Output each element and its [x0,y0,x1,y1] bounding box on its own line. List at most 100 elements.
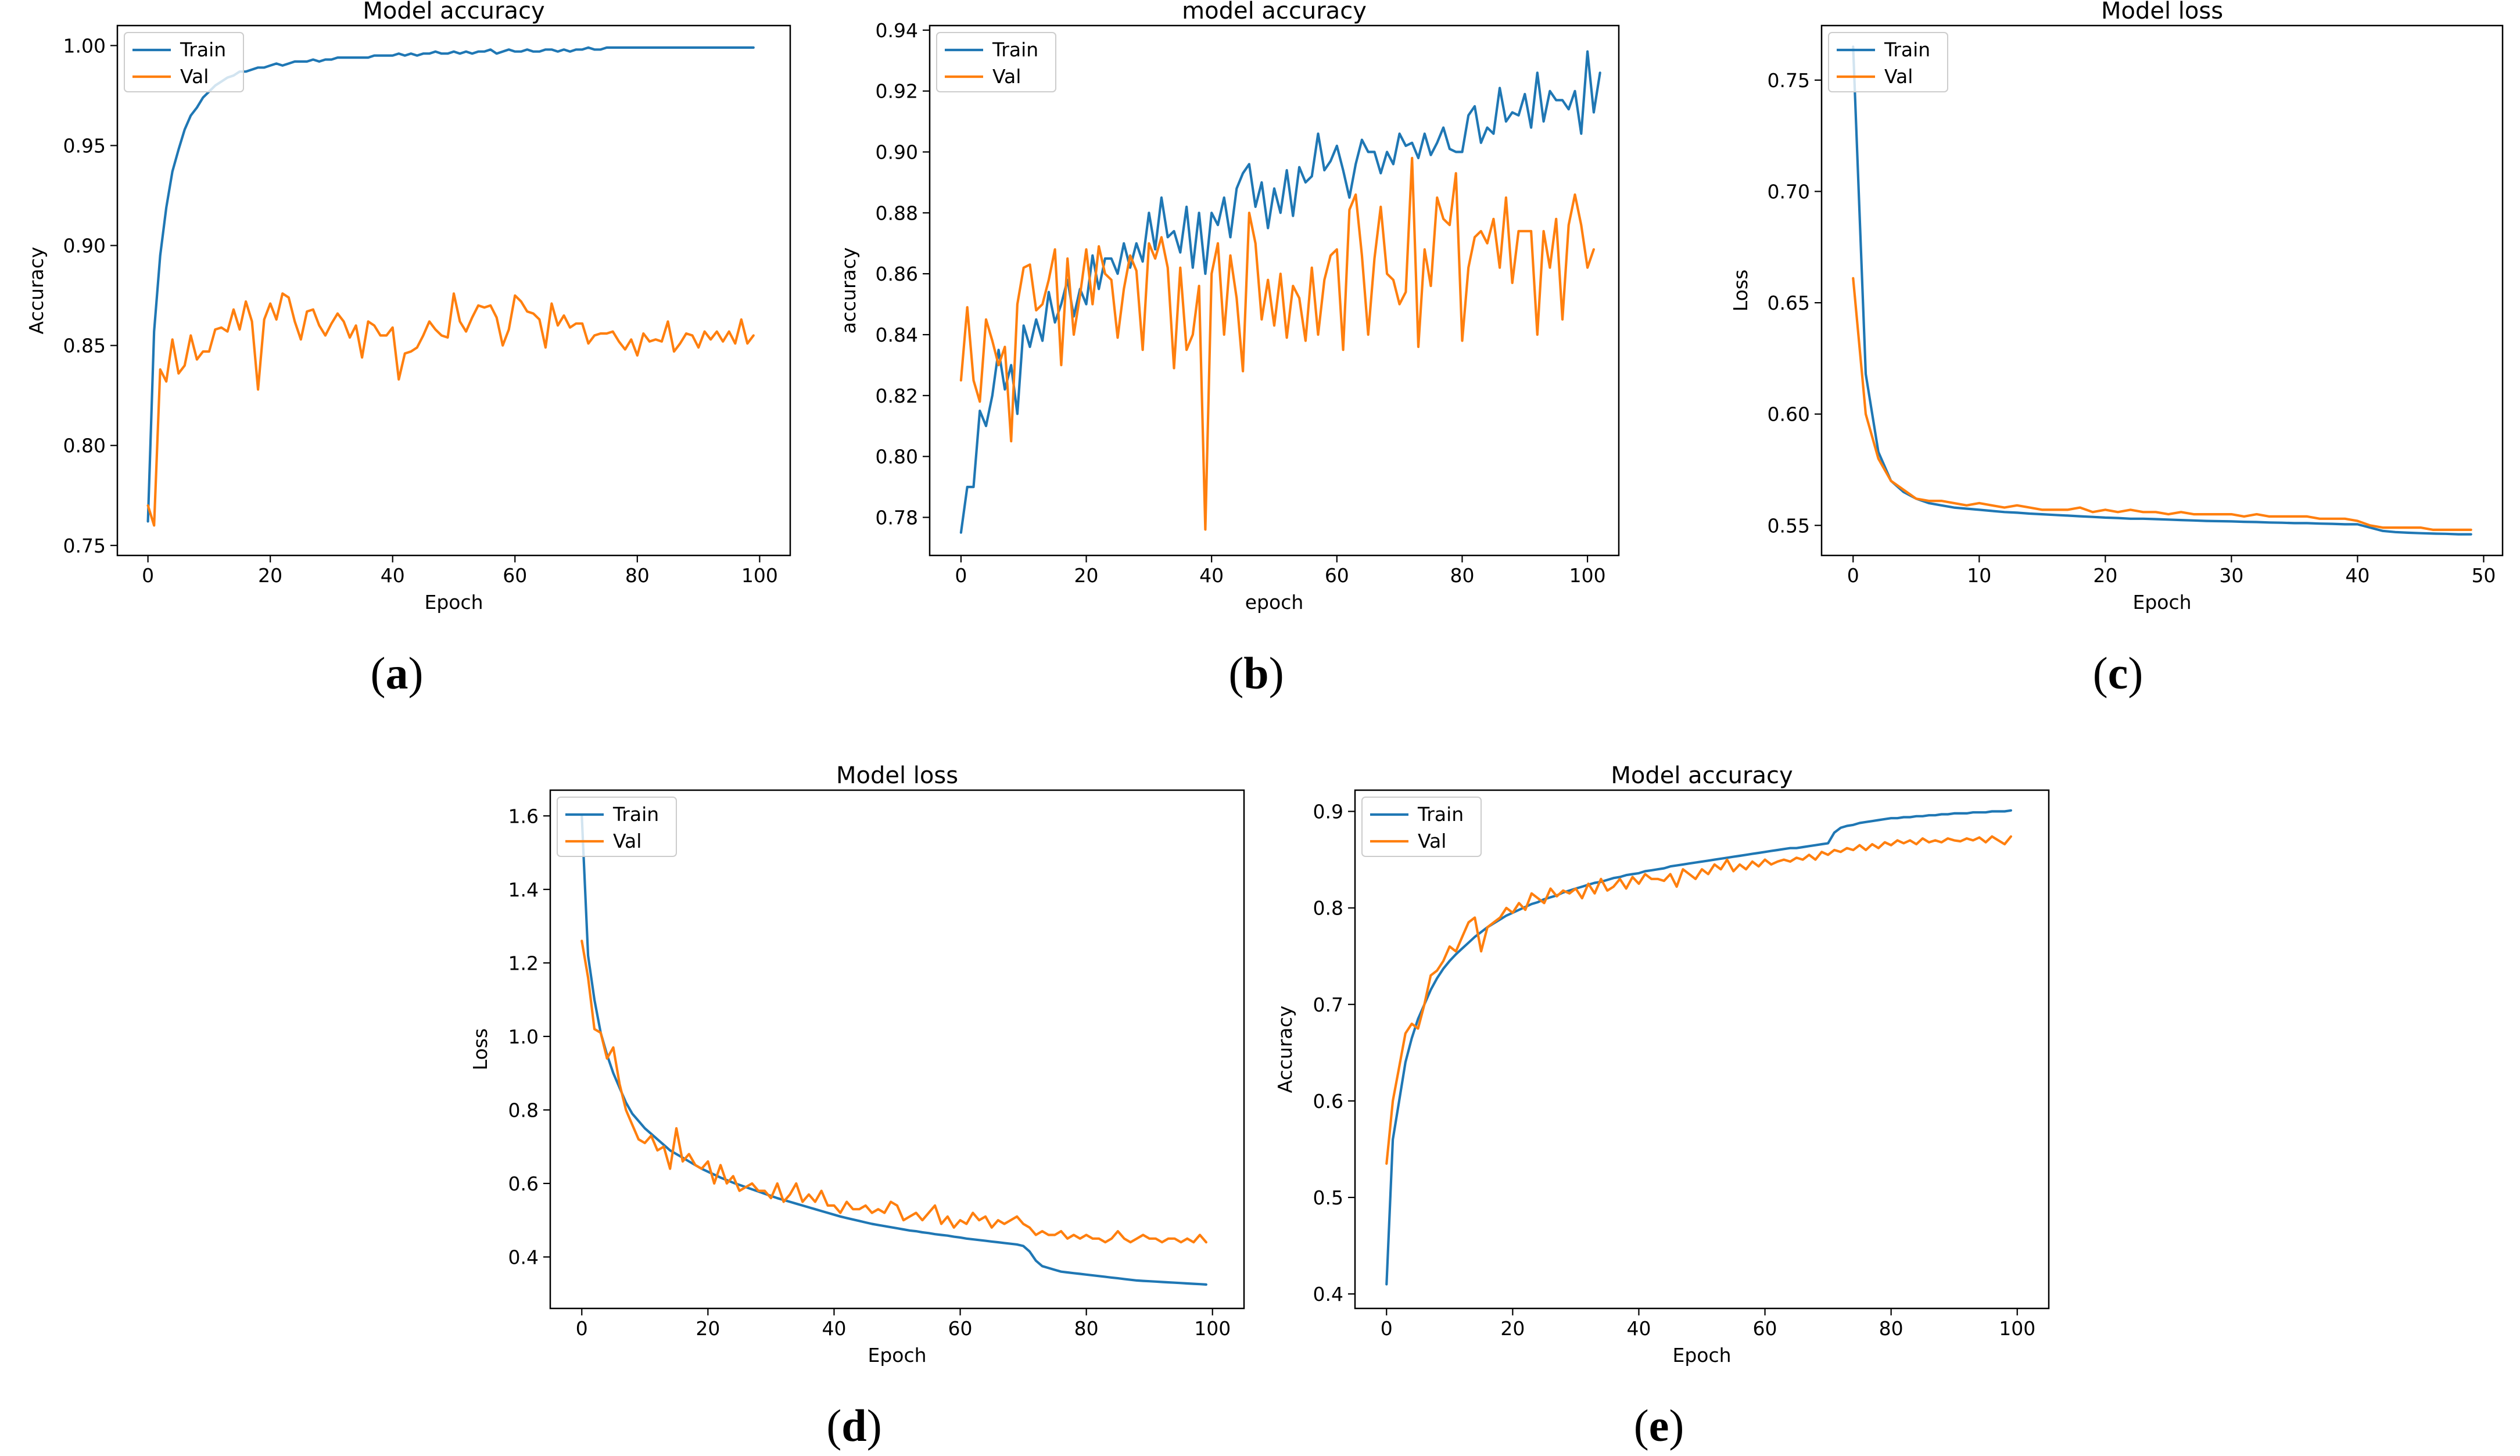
panel-label-e: (e) [1634,1400,1684,1451]
y-tick-label: 0.84 [876,324,918,346]
panel-label-letter: b [1243,648,1268,698]
legend: Train Val [1361,797,1482,857]
y-tick-label: 0.9 [1313,801,1343,823]
y-tick-label: 1.4 [508,878,539,901]
x-tick-label: 0 [576,1317,588,1340]
x-tick-label: 40 [1626,1317,1651,1340]
x-tick-label: 40 [1199,564,1224,587]
legend-label-val: Val [613,830,641,852]
y-tick-label: 0.86 [876,263,918,285]
x-tick-label: 80 [1450,564,1474,587]
y-tick-label: 1.00 [63,34,106,57]
legend: Train Val [557,797,677,857]
panel-label-a: (a) [371,648,424,698]
x-tick-label: 20 [696,1317,720,1340]
y-axis-label: accuracy [837,248,860,334]
panel-label-c: (c) [2093,648,2143,698]
y-tick-label: 1.6 [508,805,539,827]
x-tick-label: 100 [1569,564,1606,587]
y-tick-label: 0.7 [1313,994,1343,1016]
panel-label-b: (b) [1228,648,1284,698]
legend-label-train: Train [992,38,1038,61]
x-tick-label: 60 [1325,564,1349,587]
x-tick-label: 0 [142,564,154,587]
plot-frame [929,24,1620,557]
y-tick-label: 0.80 [876,446,918,468]
chart-title: model accuracy [1182,0,1367,24]
y-tick-label: 0.95 [63,134,106,157]
x-tick-label: 20 [258,564,282,587]
x-tick-label: 40 [2345,564,2370,587]
chart-title: Model loss [836,762,958,789]
y-tick-label: 0.80 [63,435,106,457]
x-tick-label: 30 [2219,564,2243,587]
chart-panel-b: 0 20 40 60 80 100 0.78 0.80 0.82 0.84 0.86 0.88 0.90… [837,0,1620,614]
legend: Train Val [124,32,244,92]
x-tick-label: 20 [2093,564,2117,587]
plot-frame [549,789,1245,1310]
x-axis-label: Epoch [868,1344,926,1367]
x-tick-label: 80 [1879,1317,1904,1340]
x-tick-label: 50 [2471,564,2496,587]
x-axis-label: Epoch [2132,591,2191,614]
series-line-train [959,50,1601,534]
y-axis-label: Loss [469,1028,492,1070]
x-tick-label: 60 [948,1317,973,1340]
y-tick-label: 0.75 [63,535,106,557]
legend-label-val: Val [180,65,209,88]
panel-label-d: (d) [826,1400,881,1451]
x-tick-label: 0 [955,564,967,587]
chart-panel-d: 0 20 40 60 80 100 0.4 0.6 0.8 1.0 1.2 1.4 1.6 Model l… [469,762,1245,1367]
y-tick-label: 0.8 [1313,897,1343,920]
x-tick-label: 20 [1500,1317,1525,1340]
x-tick-label: 60 [1753,1317,1777,1340]
y-tick-label: 0.5 [1313,1186,1343,1209]
chart-title: Model accuracy [1611,762,1793,789]
y-tick-label: 0.90 [63,235,106,257]
y-tick-label: 1.0 [508,1025,539,1048]
legend-label-val: Val [992,65,1021,88]
series-line-train [1852,45,2472,536]
x-tick-label: 0 [1381,1317,1393,1340]
x-tick-label: 0 [1847,564,1859,587]
x-tick-label: 20 [1074,564,1099,587]
panel-label-letter: c [2108,648,2128,698]
series-line-val [146,292,755,527]
legend-label-train: Train [1417,803,1464,826]
legend-label-val: Val [1884,65,1913,88]
plot-frame [116,24,791,557]
series-line-val [959,156,1595,531]
panel-label-letter: d [841,1400,866,1451]
x-axis-label: epoch [1245,591,1304,614]
y-tick-label: 0.4 [1313,1283,1343,1306]
x-tick-label: 80 [1074,1317,1099,1340]
y-tick-label: 0.85 [63,335,106,357]
x-tick-label: 100 [1194,1317,1231,1340]
y-tick-label: 0.6 [1313,1090,1343,1113]
y-axis-label: Loss [1729,270,1752,311]
legend-label-train: Train [612,803,659,826]
legend-label-val: Val [1418,830,1446,852]
chart-panel-c: 0 10 20 30 40 50 0.55 0.60 0.65 0.70 0.75 Model los… [1729,0,2504,614]
x-tick-label: 10 [1967,564,1991,587]
y-axis-label: Accuracy [1274,1006,1296,1093]
panel-label-letter: e [1649,1400,1669,1451]
x-axis-label: Epoch [1672,1344,1731,1367]
x-tick-label: 100 [1999,1317,2035,1340]
y-tick-label: 0.82 [876,385,918,407]
y-axis-label: Accuracy [25,247,48,335]
y-tick-label: 0.4 [508,1246,539,1268]
series-line-val [1385,835,2012,1165]
legend: Train Val [1828,32,1948,92]
legend-label-train: Train [180,38,226,61]
y-tick-label: 0.70 [1768,180,1810,203]
y-tick-label: 0.90 [876,141,918,164]
series-line-val [1852,277,2472,532]
y-tick-label: 0.8 [508,1099,539,1121]
series-line-val [580,939,1207,1244]
legend-label-train: Train [1884,38,1930,61]
x-tick-label: 100 [741,564,778,587]
plot-frame [1354,789,2050,1310]
